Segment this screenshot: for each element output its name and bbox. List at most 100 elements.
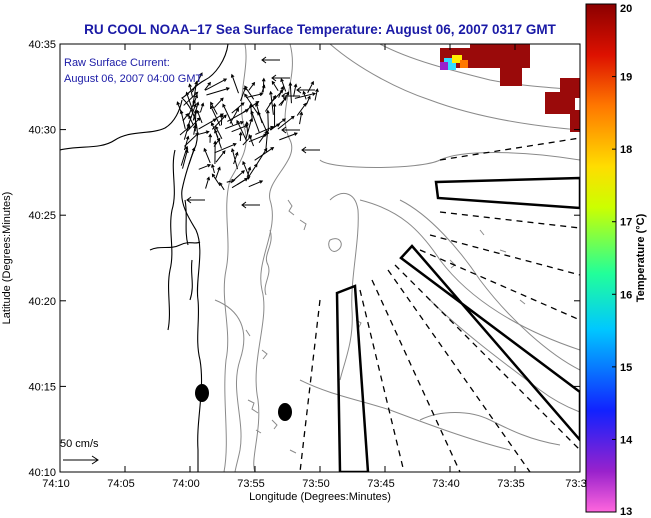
scale-arrow [63,455,99,465]
current-vector [205,176,211,189]
coastline [60,44,229,472]
current-vector [242,160,250,177]
current-vector [277,115,295,130]
current-vector [198,118,217,130]
x-tick-label: 73:45 [367,478,395,490]
current-vector [188,99,196,116]
current-vector [225,121,245,130]
axis-ticks [59,43,581,473]
current-vector [233,151,239,165]
y-tick-label: 40:10 [28,467,56,479]
current-vector [208,133,213,143]
current-vector [302,90,307,100]
current-vector [183,135,190,151]
current-vector [210,101,218,115]
colorbar-tick-label: 16 [620,289,632,301]
current-vector [242,135,253,146]
x-tick-label: 73:3 [565,478,586,490]
transect-boxes [335,176,580,472]
current-vector [211,114,227,130]
current-vector [248,180,264,188]
current-vector [213,97,224,108]
current-vector [248,81,256,91]
current-vector [248,133,268,143]
current-vector [204,81,211,91]
current-vector [227,109,249,122]
x-tick-label: 73:35 [497,478,525,490]
current-vector [288,81,293,104]
current-vector [226,178,236,183]
colorbar-tick-label: 14 [620,434,633,446]
current-vector [314,88,319,101]
current-vector [301,146,320,154]
current-vector [293,83,298,97]
x-tick-label: 74:05 [107,478,135,490]
current-vector [199,102,205,113]
current-vector [188,147,196,165]
y-tick-label: 40:35 [28,39,56,51]
current-vector [254,146,275,161]
current-vector [245,121,249,134]
current-vector [188,83,193,97]
y-tick-label: 40:15 [28,381,56,393]
current-vector [279,132,298,141]
current-vector [229,107,239,124]
chart-title: RU COOL NOAA–17 Sea Surface Temperature:… [84,22,556,37]
current-vector [248,163,258,178]
current-vector [238,131,243,142]
current-vector [196,109,203,124]
annotation-line-1: Raw Surface Current: [64,57,170,69]
current-vector [231,102,245,114]
current-vector [265,109,270,132]
scale-label: 50 cm/s [60,438,99,450]
x-axis-label: Longitude (Degrees:Minutes) [249,491,391,503]
colorbar-tick-label: 19 [620,72,632,84]
annotation-line-2: August 06, 2007 04:00 GMT [64,73,202,85]
current-vector [299,111,304,125]
colorbar-label: Temperature (°C) [635,213,647,302]
current-vector [183,91,199,106]
current-vector [211,163,215,174]
y-tick-labels: 40:35 40:30 40:25 40:20 40:15 40:10 [28,39,56,479]
colorbar [585,3,617,513]
x-tick-label: 73:55 [237,478,265,490]
x-tick-label: 74:10 [42,478,70,490]
current-vector [280,78,287,92]
bathymetry-contours [214,44,580,472]
current-vector [215,125,223,140]
current-vector [231,124,249,133]
y-tick-label: 40:30 [28,125,56,137]
current-vectors [176,56,320,209]
y-axis-label: Latitude (Degrees:Minutes) [1,192,13,325]
current-vector [245,117,253,140]
radar-dashed-lines [299,137,580,472]
current-vector [206,87,230,96]
current-vector [306,95,311,105]
current-vector [257,111,269,135]
colorbar-tick-label: 18 [620,144,632,156]
current-vector [203,147,211,163]
current-vector [215,166,221,179]
current-vector [210,121,219,138]
buoy-marker [278,403,292,421]
current-vector [272,102,277,128]
x-tick-label: 74:00 [172,478,200,490]
plot-frame [59,43,581,473]
current-vector [198,163,212,170]
current-vector [230,73,239,94]
current-vector [193,109,198,132]
current-vector [197,130,210,135]
current-vector [188,114,194,126]
current-vector [219,181,225,191]
current-vector [241,201,260,209]
colorbar-tick-label: 20 [620,3,632,15]
current-vector [176,101,183,115]
current-vector [192,80,199,105]
current-vector [211,173,221,186]
current-vector [214,143,237,154]
current-vector [281,92,300,100]
current-vector [269,90,274,115]
current-vector [261,56,280,64]
colorbar-tick-label: 15 [620,362,632,374]
